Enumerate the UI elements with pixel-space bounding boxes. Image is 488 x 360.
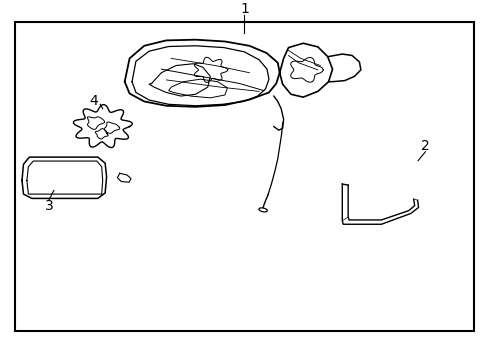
Bar: [15, 22, 473, 331]
Text: 2: 2: [420, 139, 429, 153]
Text: 4: 4: [89, 94, 98, 108]
Text: 3: 3: [44, 199, 53, 213]
Text: 1: 1: [240, 2, 248, 16]
